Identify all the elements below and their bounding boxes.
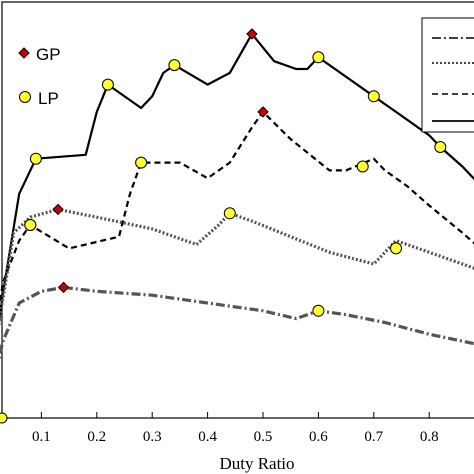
- series-line-dotted: [0, 207, 474, 327]
- x-tick-label: 0.2: [87, 429, 106, 445]
- x-tick-label: 0.8: [420, 429, 439, 445]
- x-tick-label: 0.4: [198, 429, 217, 445]
- gp-legend-diamond: [18, 47, 30, 59]
- local-peak-marker: [168, 59, 181, 72]
- local-peak-marker: [24, 219, 37, 231]
- local-peak-marker: [356, 160, 369, 173]
- plot-frame: [1, 1, 474, 419]
- x-tick-label: 0.7: [364, 429, 383, 445]
- local-peak-marker: [135, 156, 148, 169]
- local-peak-marker: [29, 152, 42, 165]
- local-peak-marker: [434, 141, 447, 153]
- series-layer: [0, 32, 474, 362]
- local-peak-marker: [367, 90, 380, 103]
- global-peak-marker: [57, 281, 70, 294]
- lp-legend-circle: [19, 91, 31, 103]
- local-peak-marker: [312, 51, 325, 64]
- global-peak-marker: [52, 203, 64, 216]
- series-line-dashed: [0, 110, 474, 314]
- global-peak-marker: [257, 106, 269, 118]
- origin-marker: [0, 412, 8, 424]
- series-line-dash-dot: [0, 285, 474, 362]
- x-tick-label: 0.1: [32, 429, 51, 445]
- local-peak-marker: [312, 304, 325, 317]
- gp-legend-label: GP: [36, 45, 61, 64]
- x-tick-label: 0.3: [143, 429, 162, 445]
- line-legend-box: [421, 17, 474, 133]
- x-ticks: 0.10.20.30.40.50.60.70.80: [32, 412, 439, 445]
- marker-legend: GP LP: [18, 45, 61, 108]
- x-axis-title: Duty Ratio: [219, 454, 294, 473]
- marker-layer: [0, 28, 447, 424]
- x-tick-label: 0.6: [309, 429, 328, 445]
- line-legend: [421, 17, 474, 133]
- x-tick-label: 0.5: [254, 429, 273, 445]
- global-peak-marker: [246, 28, 258, 40]
- series-line-solid: [0, 32, 474, 324]
- lp-legend-label: LP: [38, 89, 59, 108]
- local-peak-marker: [223, 207, 236, 220]
- local-peak-marker: [390, 242, 402, 255]
- local-peak-marker: [101, 78, 114, 91]
